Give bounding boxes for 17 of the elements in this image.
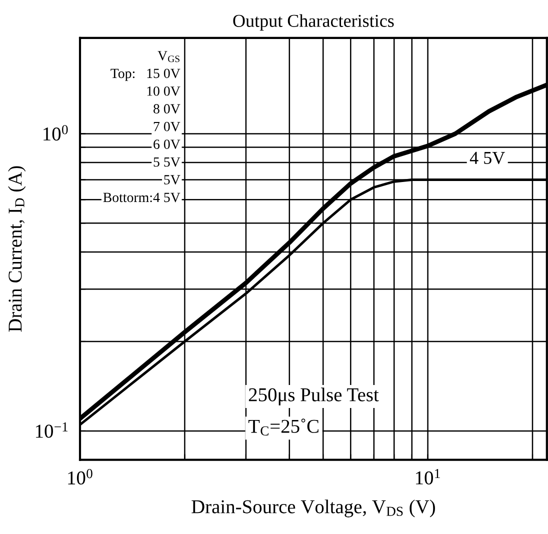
series-label: 4 5V (470, 152, 505, 164)
annotation: 8 0V (154, 104, 180, 114)
y-axis-title: Drain Current, I$_{D}$ (A) (8, 166, 26, 332)
annotation: V$_{GS}$ (158, 51, 180, 62)
annotation: 5V (164, 175, 180, 184)
annotation: Bottorm:4 5V (103, 192, 180, 202)
chart-title: Output Characteristics (233, 14, 394, 31)
x-tick-label: 10$^{1}$ (416, 469, 440, 484)
annotation: Top: 15 0V (110, 68, 180, 81)
annotation: T$_{C}$=25˚C (248, 418, 318, 436)
annotation: 10 0V (147, 86, 180, 96)
annotation: 5 5V (154, 157, 180, 167)
annotation: 250μs Pulse Test (248, 388, 379, 406)
annotation: 7 0V (154, 122, 180, 132)
y-tick-label: 10$^{−1}$ (36, 422, 68, 438)
x-axis-title: Drain-Source Voltage, V$_{DS}$ (V) (192, 500, 435, 518)
annotation: 6 0V (154, 140, 180, 150)
